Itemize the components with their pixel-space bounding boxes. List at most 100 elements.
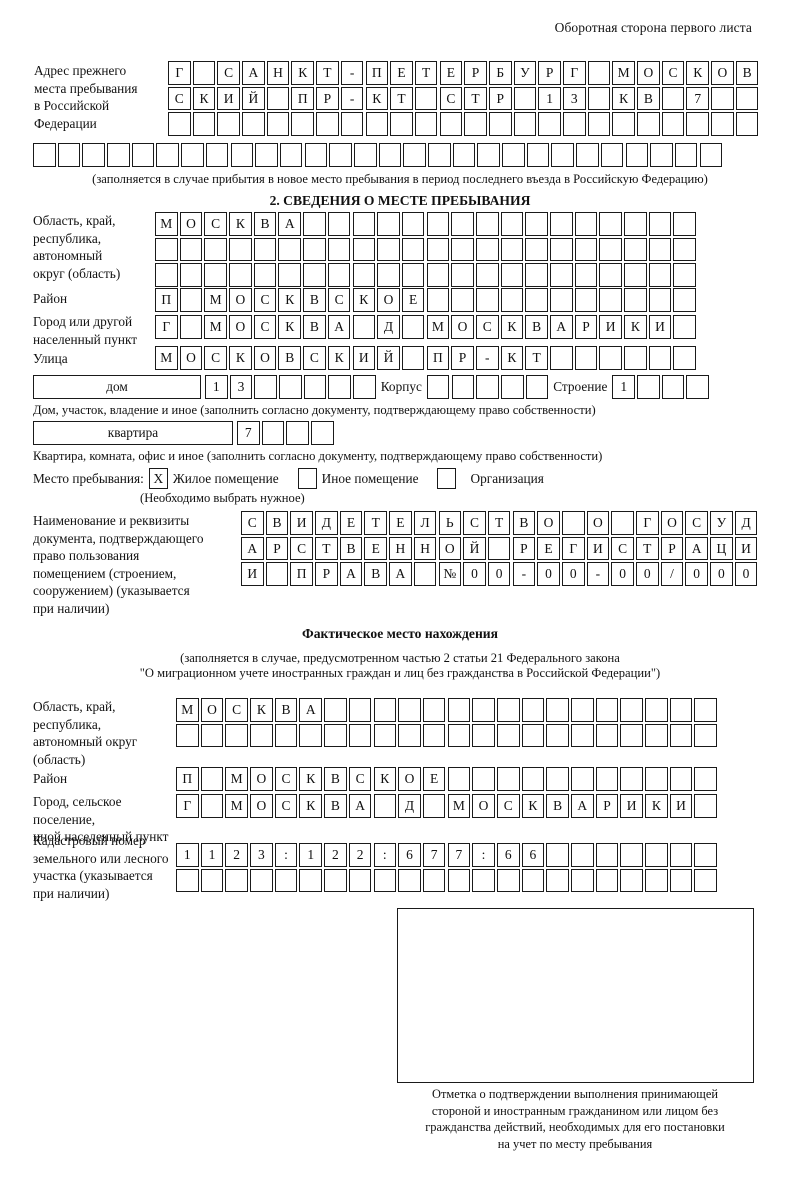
form-cell[interactable] bbox=[620, 767, 643, 791]
form-cell[interactable]: И bbox=[586, 536, 610, 561]
form-cell[interactable] bbox=[324, 868, 347, 893]
form-cell[interactable] bbox=[377, 263, 400, 287]
form-cell[interactable]: Е bbox=[390, 61, 413, 85]
form-cell[interactable] bbox=[645, 767, 668, 791]
form-cell[interactable] bbox=[192, 61, 216, 85]
form-cell[interactable] bbox=[254, 375, 277, 399]
form-cell[interactable]: Д bbox=[734, 511, 758, 535]
form-cell[interactable] bbox=[225, 868, 248, 893]
form-cell[interactable]: У bbox=[513, 61, 537, 85]
form-cell[interactable]: Г bbox=[168, 61, 191, 85]
form-cell[interactable] bbox=[648, 237, 672, 262]
form-cell[interactable]: 3 bbox=[250, 843, 273, 867]
form-cell[interactable] bbox=[620, 843, 643, 867]
form-cell[interactable]: И bbox=[734, 536, 758, 561]
checkbox-organizaciya[interactable] bbox=[437, 468, 457, 489]
form-cell[interactable] bbox=[538, 112, 561, 136]
form-cell[interactable]: 7 bbox=[447, 843, 471, 867]
form-cell[interactable]: Т bbox=[464, 86, 487, 111]
form-cell[interactable]: Д bbox=[398, 794, 421, 818]
form-cell[interactable]: С bbox=[348, 767, 372, 791]
form-cell[interactable] bbox=[472, 868, 495, 893]
form-cell[interactable] bbox=[475, 212, 499, 236]
form-cell[interactable] bbox=[669, 843, 693, 867]
form-cell[interactable] bbox=[229, 237, 252, 262]
form-cell[interactable] bbox=[414, 112, 438, 136]
form-cell[interactable]: 6 bbox=[496, 843, 520, 867]
form-cell[interactable]: 0 bbox=[636, 562, 659, 586]
form-cell[interactable] bbox=[82, 143, 105, 167]
form-cell[interactable]: Й bbox=[377, 346, 400, 370]
form-cell[interactable]: М bbox=[204, 315, 227, 339]
form-cell[interactable] bbox=[574, 263, 598, 287]
form-cell[interactable]: - bbox=[586, 562, 610, 586]
form-cell[interactable] bbox=[155, 237, 178, 262]
form-cell[interactable] bbox=[735, 86, 759, 111]
form-cell[interactable] bbox=[426, 288, 450, 312]
actual-region-row[interactable] bbox=[176, 723, 718, 748]
form-cell[interactable] bbox=[348, 868, 372, 893]
form-cell[interactable]: И bbox=[241, 562, 264, 586]
form-cell[interactable]: - bbox=[340, 61, 364, 85]
form-cell[interactable] bbox=[447, 723, 471, 748]
form-cell[interactable] bbox=[645, 843, 668, 867]
form-cell[interactable]: И bbox=[669, 794, 693, 818]
form-cell[interactable]: 2 bbox=[225, 843, 248, 867]
form-cell[interactable] bbox=[131, 143, 155, 167]
form-cell[interactable]: 1 bbox=[299, 843, 323, 867]
form-cell[interactable]: К bbox=[365, 86, 389, 111]
form-cell[interactable]: Е bbox=[422, 767, 446, 791]
form-cell[interactable]: В bbox=[324, 767, 347, 791]
form-cell[interactable]: А bbox=[389, 562, 412, 586]
form-cell[interactable]: : bbox=[472, 843, 495, 867]
form-cell[interactable] bbox=[600, 143, 624, 167]
form-cell[interactable]: Г bbox=[636, 511, 659, 535]
form-cell[interactable]: М bbox=[204, 288, 227, 312]
form-cell[interactable] bbox=[255, 143, 278, 167]
form-cell[interactable]: А bbox=[241, 536, 264, 561]
form-cell[interactable]: М bbox=[447, 794, 471, 818]
form-cell[interactable] bbox=[447, 767, 471, 791]
form-cell[interactable]: 6 bbox=[521, 843, 545, 867]
form-cell[interactable]: С bbox=[661, 61, 685, 85]
form-cell[interactable] bbox=[373, 794, 397, 818]
form-cell[interactable]: 6 bbox=[398, 843, 421, 867]
form-cell[interactable]: : bbox=[274, 843, 298, 867]
form-cell[interactable]: 1 bbox=[200, 843, 224, 867]
form-cell[interactable] bbox=[686, 375, 710, 399]
form-cell[interactable] bbox=[472, 723, 495, 748]
form-cell[interactable] bbox=[571, 843, 594, 867]
form-cell[interactable]: С bbox=[225, 698, 248, 722]
form-cell[interactable] bbox=[694, 868, 718, 893]
form-cell[interactable]: Л bbox=[413, 511, 437, 535]
form-cell[interactable]: 1 bbox=[538, 86, 561, 111]
form-cell[interactable] bbox=[401, 315, 425, 339]
form-cell[interactable] bbox=[286, 421, 309, 445]
form-cell[interactable] bbox=[669, 868, 693, 893]
form-cell[interactable] bbox=[496, 723, 520, 748]
form-cell[interactable] bbox=[451, 375, 475, 399]
form-cell[interactable]: М bbox=[612, 61, 635, 85]
form-cell[interactable]: О bbox=[637, 61, 660, 85]
form-cell[interactable] bbox=[401, 212, 425, 236]
form-cell[interactable] bbox=[661, 375, 685, 399]
form-cell[interactable] bbox=[521, 723, 545, 748]
form-cell[interactable] bbox=[571, 868, 594, 893]
form-cell[interactable] bbox=[625, 143, 649, 167]
form-cell[interactable] bbox=[426, 263, 450, 287]
form-cell[interactable]: И bbox=[290, 511, 313, 535]
form-cell[interactable] bbox=[373, 723, 397, 748]
form-cell[interactable] bbox=[352, 212, 376, 236]
form-cell[interactable] bbox=[451, 212, 474, 236]
form-cell[interactable] bbox=[33, 143, 56, 167]
form-cell[interactable]: А bbox=[242, 61, 265, 85]
form-cell[interactable]: С bbox=[217, 61, 240, 85]
form-cell[interactable] bbox=[624, 263, 647, 287]
form-cell[interactable] bbox=[669, 698, 693, 722]
form-cell[interactable] bbox=[650, 143, 673, 167]
form-cell[interactable] bbox=[599, 288, 622, 312]
